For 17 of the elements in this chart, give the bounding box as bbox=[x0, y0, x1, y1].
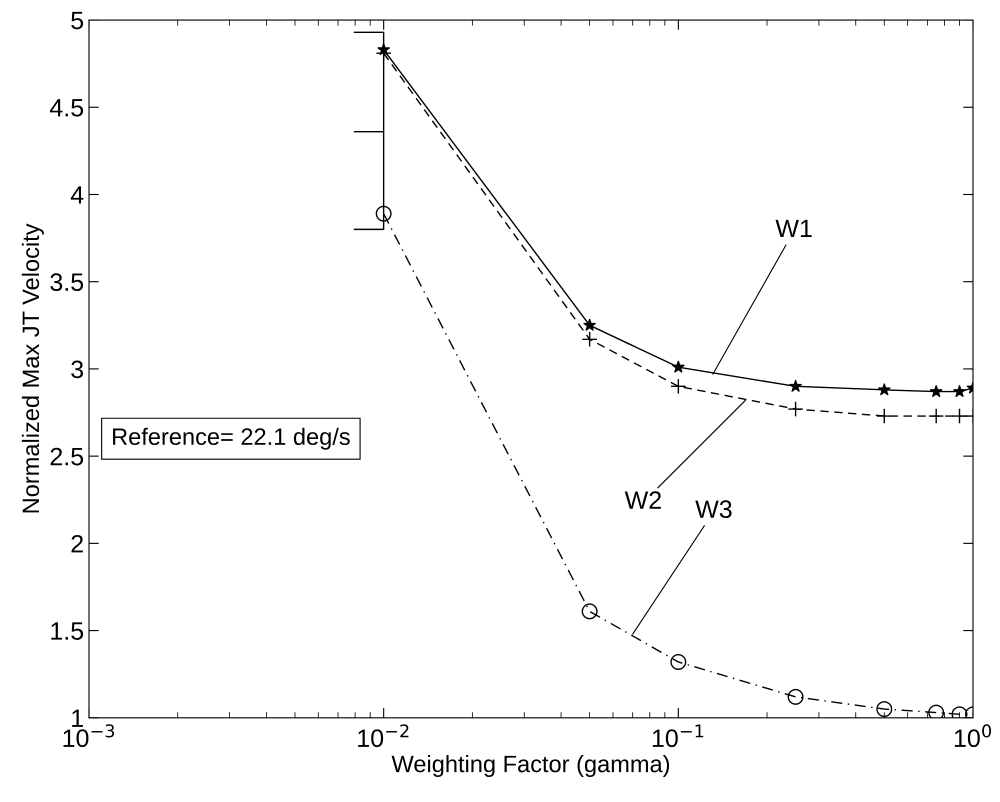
y-tick-label: 3.5 bbox=[50, 273, 84, 292]
y-tick-label: 4 bbox=[70, 186, 84, 204]
annotation: W3 bbox=[695, 500, 732, 518]
y-axis-title: Normalized Max JT Velocity bbox=[22, 224, 44, 512]
y-tick-label: 1.5 bbox=[51, 622, 84, 640]
annotation: Reference= 22.1 deg/s bbox=[113, 428, 350, 450]
y-tick-label: 4.5 bbox=[50, 99, 84, 117]
y-tick-label: 5 bbox=[71, 12, 84, 30]
x-tick-label: 10$^{−1}$ bbox=[652, 724, 704, 748]
y-tick-label: 3 bbox=[71, 360, 84, 378]
x-axis-title: Weighting Factor (gamma) bbox=[392, 754, 670, 777]
x-tick-label: 10$^{0}$ bbox=[954, 724, 992, 748]
annotation: W1 bbox=[776, 220, 812, 238]
y-tick-label: 2.5 bbox=[50, 448, 84, 466]
annotation: W2 bbox=[624, 491, 661, 509]
y-tick-label: 2 bbox=[71, 534, 83, 552]
x-tick-label: 10$^{−2}$ bbox=[358, 724, 408, 748]
